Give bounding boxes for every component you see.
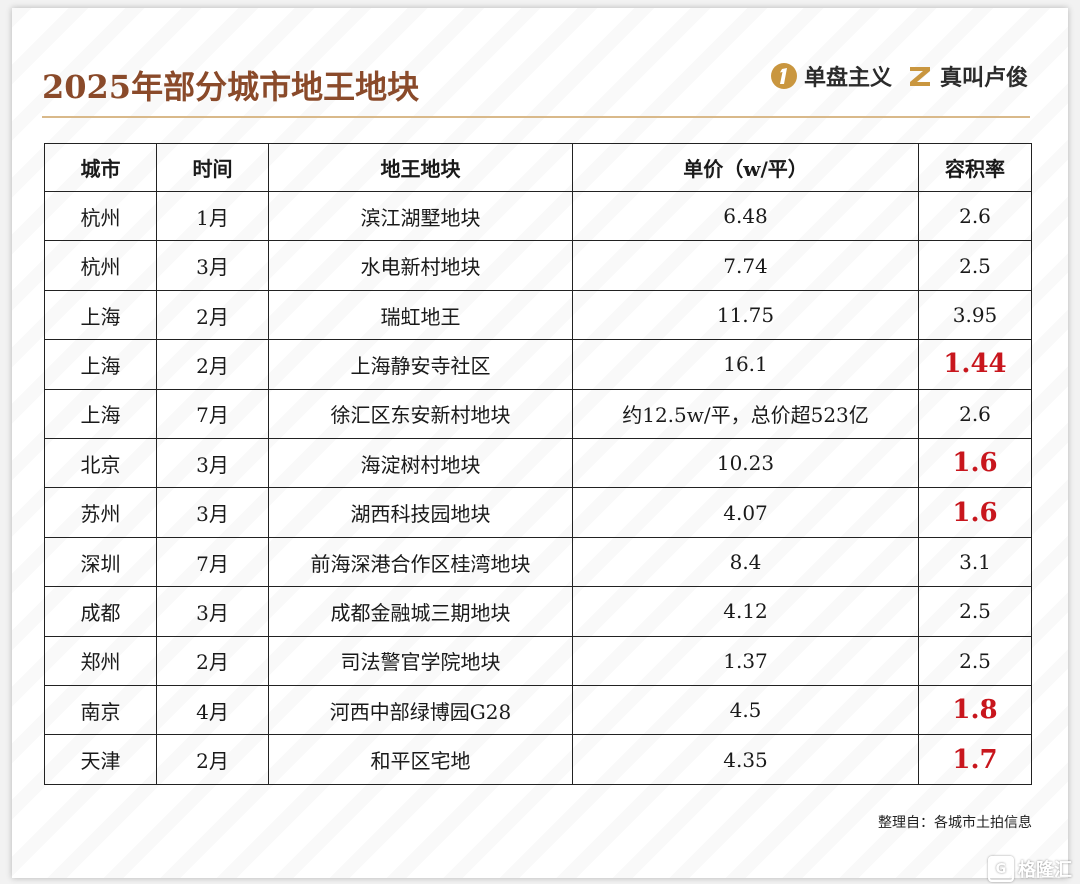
- cell-price: 11.75: [572, 289, 919, 341]
- cell-price: 1.37: [572, 635, 919, 687]
- table-row: 天津 2月 和平区宅地 4.35 1.7: [44, 734, 1032, 785]
- cell-plot: 水电新村地块: [268, 240, 573, 291]
- column-header-city: 城市: [44, 143, 157, 192]
- brand-name: 单盘主义: [803, 66, 892, 91]
- cell-plot: 滨江湖墅地块: [268, 190, 573, 242]
- column-header-far: 容积率: [918, 143, 1032, 192]
- cell-month: 3月: [156, 438, 269, 489]
- g-logo-icon: G: [988, 856, 1014, 882]
- cell-price: 4.35: [572, 734, 919, 785]
- cell-far: 1.44: [918, 339, 1032, 390]
- page-title: 2025年部分城市地王地块: [42, 68, 420, 106]
- cell-plot: 湖西科技园地块: [268, 487, 573, 538]
- cell-price: 4.5: [572, 685, 919, 736]
- cell-city: 上海: [44, 339, 157, 390]
- cell-price: 4.12: [572, 586, 919, 637]
- cell-city: 杭州: [44, 240, 157, 291]
- cell-city: 上海: [44, 289, 157, 341]
- cell-far: 2.6: [918, 190, 1032, 242]
- table-row: 上海 7月 徐汇区东安新村地块 约12.5w/平，总价超523亿 2.6: [44, 388, 1032, 440]
- cell-city: 上海: [44, 388, 157, 440]
- cell-plot: 司法警官学院地块: [268, 635, 573, 687]
- cell-month: 3月: [156, 240, 269, 291]
- cell-city: 天津: [44, 734, 157, 785]
- cell-plot: 上海静安寺社区: [268, 339, 573, 390]
- cell-month: 2月: [156, 289, 269, 341]
- cell-city: 成都: [44, 586, 157, 637]
- cell-price: 6.48: [572, 190, 919, 242]
- cell-far: 3.1: [918, 536, 1032, 588]
- cell-plot: 瑞虹地王: [268, 289, 573, 341]
- cell-plot: 海淀树村地块: [268, 438, 573, 489]
- cell-far: 2.5: [918, 240, 1032, 291]
- cell-month: 7月: [156, 388, 269, 440]
- cell-month: 7月: [156, 536, 269, 588]
- column-header-price: 单价（w/平）: [572, 143, 919, 192]
- numeral-one-circle-icon: [770, 62, 798, 90]
- cell-month: 2月: [156, 635, 269, 687]
- cell-price: 7.74: [572, 240, 919, 291]
- title-divider: [42, 116, 1030, 118]
- cell-far: 3.95: [918, 289, 1032, 341]
- brand-logos: 单盘主义 真叫卢俊: [770, 60, 1028, 92]
- table-row: 杭州 1月 滨江湖墅地块 6.48 2.6: [44, 190, 1032, 242]
- column-header-month: 时间: [156, 143, 269, 192]
- column-header-plot: 地王地块: [268, 143, 573, 192]
- cell-far: 1.8: [918, 685, 1032, 736]
- cell-price: 4.07: [572, 487, 919, 538]
- cell-far: 2.5: [918, 635, 1032, 687]
- cell-month: 3月: [156, 586, 269, 637]
- watermark-text: 格隆汇: [1018, 860, 1072, 881]
- cell-city: 深圳: [44, 536, 157, 588]
- table-row: 南京 4月 河西中部绿博园G28 4.5 1.8: [44, 685, 1032, 736]
- table-row: 上海 2月 瑞虹地王 11.75 3.95: [44, 289, 1032, 341]
- brand-danpan: 单盘主义: [770, 60, 892, 92]
- cell-price: 16.1: [572, 339, 919, 390]
- table-row: 郑州 2月 司法警官学院地块 1.37 2.5: [44, 635, 1032, 687]
- cell-month: 2月: [156, 734, 269, 785]
- cell-month: 4月: [156, 685, 269, 736]
- cell-plot: 前海深港合作区桂湾地块: [268, 536, 573, 588]
- cell-price: 10.23: [572, 438, 919, 489]
- table-row: 苏州 3月 湖西科技园地块 4.07 1.6: [44, 487, 1032, 538]
- cell-month: 2月: [156, 339, 269, 390]
- cell-plot: 河西中部绿博园G28: [268, 685, 573, 736]
- cell-plot: 徐汇区东安新村地块: [268, 388, 573, 440]
- letter-z-icon: [906, 62, 934, 90]
- cell-price: 8.4: [572, 536, 919, 588]
- cell-plot: 成都金融城三期地块: [268, 586, 573, 637]
- cell-far: 1.6: [918, 487, 1032, 538]
- cell-city: 郑州: [44, 635, 157, 687]
- brand-name: 真叫卢俊: [939, 66, 1028, 91]
- table-row: 上海 2月 上海静安寺社区 16.1 1.44: [44, 339, 1032, 390]
- table-row: 成都 3月 成都金融城三期地块 4.12 2.5: [44, 586, 1032, 637]
- cell-price: 约12.5w/平，总价超523亿: [572, 388, 919, 440]
- cell-city: 苏州: [44, 487, 157, 538]
- table-header-row: 城市 时间 地王地块 单价（w/平） 容积率: [44, 143, 1032, 192]
- cell-far: 2.6: [918, 388, 1032, 440]
- cell-far: 1.7: [918, 734, 1032, 785]
- land-table: 城市 时间 地王地块 单价（w/平） 容积率 杭州 1月 滨江湖墅地块 6.48 2.6…: [44, 143, 1032, 785]
- cell-plot: 和平区宅地: [268, 734, 573, 785]
- brand-zhenjiao: 真叫卢俊: [906, 60, 1028, 92]
- source-note: 整理自：各城市土拍信息: [878, 815, 1032, 831]
- cell-city: 南京: [44, 685, 157, 736]
- cell-city: 北京: [44, 438, 157, 489]
- cell-month: 3月: [156, 487, 269, 538]
- cell-month: 1月: [156, 190, 269, 242]
- cell-far: 2.5: [918, 586, 1032, 637]
- watermark: G 格隆汇: [988, 856, 1072, 882]
- cell-city: 杭州: [44, 190, 157, 242]
- table-row: 深圳 7月 前海深港合作区桂湾地块 8.4 3.1: [44, 536, 1032, 588]
- table-row: 杭州 3月 水电新村地块 7.74 2.5: [44, 240, 1032, 291]
- table-row: 北京 3月 海淀树村地块 10.23 1.6: [44, 438, 1032, 489]
- cell-far: 1.6: [918, 438, 1032, 489]
